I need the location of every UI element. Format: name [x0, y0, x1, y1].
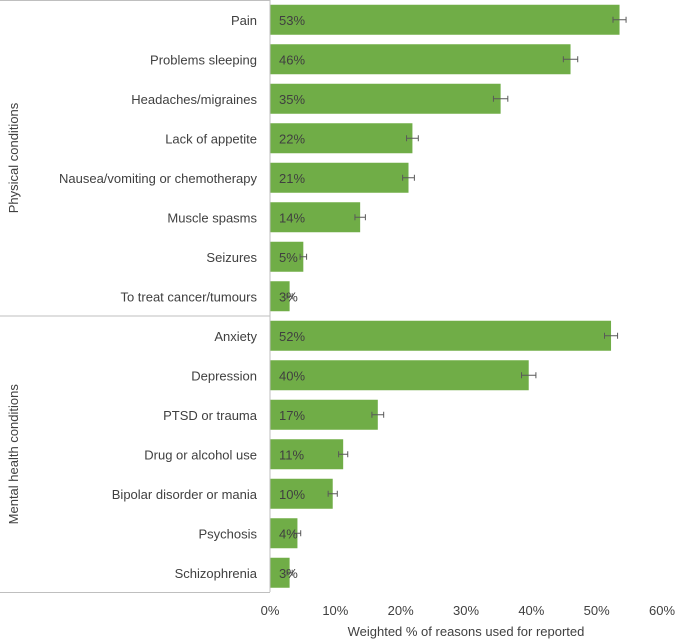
bar — [270, 241, 304, 272]
data-label: 10% — [279, 487, 305, 502]
category-label: Anxiety — [214, 329, 257, 344]
category-label: Problems sleeping — [150, 52, 257, 67]
category-label: To treat cancer/tumours — [120, 289, 257, 304]
category-label: Drug or alcohol use — [144, 447, 257, 462]
data-label: 3% — [279, 566, 298, 581]
category-label: Muscle spasms — [167, 210, 257, 225]
category-label: Nausea/vomiting or chemotherapy — [59, 171, 257, 186]
bar — [270, 4, 620, 35]
bar — [270, 518, 298, 549]
group-label: Mental health conditions — [6, 384, 21, 525]
bar — [270, 44, 571, 75]
data-label: 5% — [279, 250, 298, 265]
data-label: 40% — [279, 368, 305, 383]
data-label: 3% — [279, 289, 298, 304]
x-tick-label: 30% — [453, 603, 479, 618]
data-label: 46% — [279, 52, 305, 67]
data-label: 11% — [279, 447, 304, 462]
category-label: Schizophrenia — [175, 566, 258, 581]
data-label: 53% — [279, 13, 305, 28]
category-label: Pain — [231, 13, 257, 28]
x-tick-label: 10% — [322, 603, 348, 618]
bar — [270, 162, 409, 193]
data-label: 4% — [279, 526, 298, 541]
bar — [270, 123, 413, 154]
x-tick-label: 40% — [518, 603, 544, 618]
data-label: 22% — [279, 131, 305, 146]
bar — [270, 202, 361, 233]
x-tick-label: 60% — [649, 603, 675, 618]
data-label: 35% — [279, 92, 305, 107]
category-label: Psychosis — [198, 526, 257, 541]
group-label: Physical conditions — [6, 102, 21, 213]
category-label: Seizures — [206, 250, 257, 265]
category-label: Headaches/migraines — [131, 92, 257, 107]
category-label: Bipolar disorder or mania — [112, 487, 258, 502]
bar — [270, 320, 612, 351]
bar — [270, 281, 290, 312]
x-tick-label: 0% — [261, 603, 280, 618]
data-label: 17% — [279, 408, 305, 423]
bar — [270, 478, 333, 509]
bar — [270, 439, 344, 470]
bar — [270, 557, 290, 588]
data-label: 14% — [279, 210, 305, 225]
category-label: Depression — [191, 368, 257, 383]
bar — [270, 399, 378, 430]
data-label: 52% — [279, 329, 305, 344]
x-axis-title: Weighted % of reasons used for reported — [348, 624, 585, 639]
bar — [270, 83, 501, 114]
x-tick-label: 20% — [388, 603, 414, 618]
x-tick-label: 50% — [584, 603, 610, 618]
data-label: 21% — [279, 171, 305, 186]
category-label: PTSD or trauma — [163, 408, 258, 423]
bar — [270, 360, 529, 391]
category-label: Lack of appetite — [165, 131, 257, 146]
